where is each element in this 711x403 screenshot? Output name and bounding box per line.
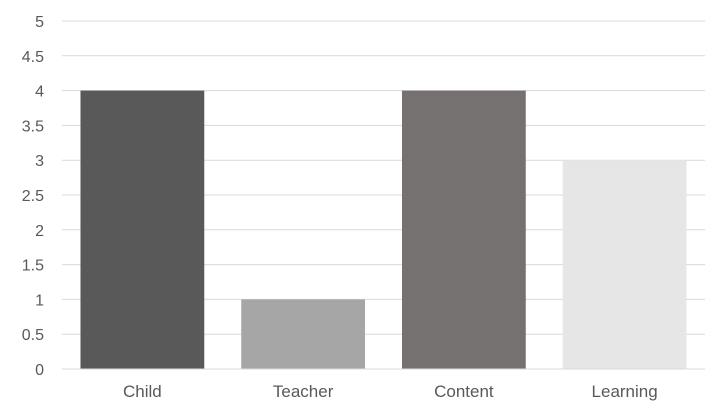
x-category-label: Teacher <box>273 382 334 401</box>
y-tick-label: 2 <box>35 223 44 240</box>
y-tick-label: 1.5 <box>22 258 44 275</box>
bar-teacher <box>241 299 366 369</box>
y-tick-label: 0 <box>35 362 44 379</box>
y-tick-label: 0.5 <box>22 327 44 344</box>
x-category-label: Learning <box>592 382 658 401</box>
x-category-label: Content <box>434 382 494 401</box>
y-tick-label: 3 <box>35 153 44 170</box>
y-tick-label: 1 <box>35 292 44 309</box>
x-axis-category-labels: Child Teacher Content Learning <box>123 382 658 401</box>
bar-learning <box>562 160 687 369</box>
y-tick-label: 2.5 <box>22 188 44 205</box>
y-tick-label: 4 <box>35 84 44 101</box>
y-tick-label: 4.5 <box>22 49 44 66</box>
y-axis-tick-labels: 0 0.5 1 1.5 2 2.5 3 3.5 4 4.5 5 <box>22 14 44 379</box>
bars <box>80 90 687 369</box>
y-tick-label: 3.5 <box>22 118 44 135</box>
bar-child <box>80 90 205 369</box>
y-tick-label: 5 <box>35 14 44 31</box>
bar-content <box>401 90 526 369</box>
x-category-label: Child <box>123 382 162 401</box>
